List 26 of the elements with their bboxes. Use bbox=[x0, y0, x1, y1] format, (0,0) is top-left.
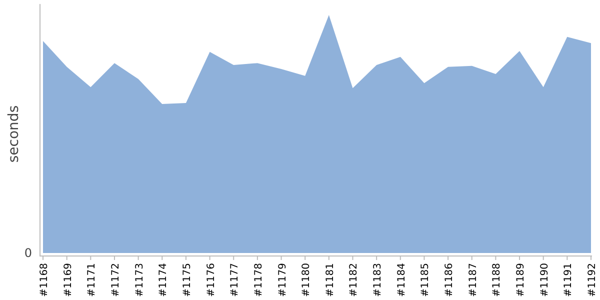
x-tick-label: #1184 bbox=[396, 263, 408, 297]
x-tick-label: #1186 bbox=[444, 263, 456, 297]
x-tick-label: #1192 bbox=[587, 263, 598, 297]
x-tick-label: #1190 bbox=[539, 263, 550, 297]
annotation: 0 bbox=[24, 246, 32, 260]
x-tick-label: #1172 bbox=[110, 263, 122, 297]
x-tick-label: #1187 bbox=[468, 263, 479, 297]
x-tick-label: #1177 bbox=[230, 263, 241, 297]
x-tick-label: #1188 bbox=[492, 263, 503, 297]
x-tick-label: #1191 bbox=[563, 263, 574, 297]
y-axis-title: seconds bbox=[6, 105, 22, 163]
x-tick-label: #1169 bbox=[62, 263, 74, 297]
x-tick-label: #1168 bbox=[39, 263, 50, 297]
x-tick-label: #1176 bbox=[206, 263, 217, 297]
x-tick-label: #1182 bbox=[348, 263, 360, 297]
x-tick-label: #1178 bbox=[253, 263, 264, 297]
x-tick-label: #1179 bbox=[277, 263, 288, 297]
x-tick-label: #1189 bbox=[516, 263, 527, 297]
x-tick-label: #1185 bbox=[420, 263, 432, 297]
x-tick-label: #1171 bbox=[86, 263, 98, 297]
x-tick-label: #1173 bbox=[134, 263, 146, 297]
x-tick-label: #1183 bbox=[372, 263, 384, 297]
x-tick-label: #1175 bbox=[182, 263, 193, 297]
x-tick-label: #1174 bbox=[158, 263, 170, 297]
x-tick-label: #1181 bbox=[324, 263, 336, 297]
x-tick-label: #1180 bbox=[301, 263, 312, 297]
